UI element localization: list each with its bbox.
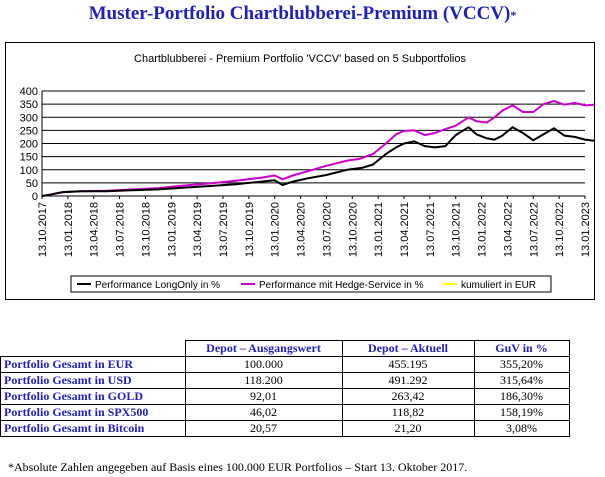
series-line-1 [41, 100, 594, 197]
x-tick-label: 13.04.2019 [192, 202, 204, 257]
page-title-footnote-mark: * [510, 8, 517, 22]
x-tick-label: 13.10.2018 [140, 202, 152, 257]
table-row: Portfolio Gesamt in EUR 100.000 455.195 … [0, 356, 570, 373]
table-row: Portfolio Gesamt in GOLD 92,01 263,42 18… [0, 388, 570, 405]
x-tick-label: 13.10.2021 [451, 202, 463, 257]
cell-guv: 3,08% [473, 420, 570, 437]
y-tick-label: 300 [20, 112, 38, 124]
y-tick-label: 50 [26, 178, 38, 190]
series-line-0 [41, 126, 594, 197]
x-tick-label: 13.07.2022 [528, 202, 540, 257]
col-header-start: Depot – Ausgangswert [184, 340, 343, 357]
legend-entry: Performance mit Hedge-Service in % [259, 280, 424, 291]
x-tick-label: 13.04.2018 [89, 202, 101, 257]
table-header-empty [0, 340, 186, 357]
cell-guv: 315,64% [473, 372, 570, 389]
table-row: Portfolio Gesamt in USD 118.200 491.292 … [0, 372, 570, 389]
row-label: Portfolio Gesamt in SPX500 [0, 404, 186, 421]
chart-title: Chartblubberei - Premium Portfolio 'VCCV… [134, 53, 466, 65]
x-tick-label: 13.01.2020 [270, 202, 282, 257]
x-tick-label: 13.10.2019 [244, 202, 256, 257]
footnote: *Absolute Zahlen angegeben auf Basis ein… [8, 460, 468, 474]
x-tick-label: 13.01.2019 [166, 202, 178, 257]
y-tick-label: 150 [20, 152, 38, 164]
cell-guv: 158,19% [473, 404, 570, 421]
x-tick-label: 13.04.2020 [296, 202, 308, 257]
y-tick-label: 100 [20, 165, 38, 177]
cell-start: 46,02 [184, 404, 343, 421]
legend-entry: kumuliert in EUR [461, 280, 536, 291]
row-label: Portfolio Gesamt in USD [0, 372, 186, 389]
cell-guv: 186,30% [473, 388, 570, 405]
x-tick-label: 13.10.2020 [347, 202, 359, 257]
col-header-guv: GuV in % [473, 340, 570, 357]
x-tick-label: 13.07.2019 [218, 202, 230, 257]
row-label: Portfolio Gesamt in Bitcoin [0, 420, 186, 437]
x-tick-label: 13.01.2023 [580, 202, 592, 257]
cell-current: 491.292 [341, 372, 475, 389]
cell-current: 21,20 [341, 420, 475, 437]
performance-chart: Chartblubberei - Premium Portfolio 'VCCV… [5, 42, 595, 300]
x-tick-label: 13.10.2017 [37, 202, 49, 257]
col-header-current: Depot – Aktuell [341, 340, 475, 357]
page-title: Muster-Portfolio Chartblubberei-Premium … [0, 3, 605, 25]
cell-start: 100.000 [184, 356, 343, 373]
legend-box [70, 275, 552, 293]
cell-start: 92,01 [184, 388, 343, 405]
x-tick-label: 13.01.2022 [477, 202, 489, 257]
cell-current: 118,82 [341, 404, 475, 421]
table-header-row: Depot – Ausgangswert Depot – Aktuell GuV… [0, 340, 570, 357]
table-row: Portfolio Gesamt in Bitcoin 20,57 21,20 … [0, 420, 570, 437]
cell-start: 20,57 [184, 420, 343, 437]
cell-current: 263,42 [341, 388, 475, 405]
row-label: Portfolio Gesamt in GOLD [0, 388, 186, 405]
chart-svg: Chartblubberei - Premium Portfolio 'VCCV… [20, 53, 594, 293]
row-label: Portfolio Gesamt in EUR [0, 356, 186, 373]
page-title-text: Muster-Portfolio Chartblubberei-Premium … [88, 3, 511, 24]
legend-entry: Performance LongOnly in % [95, 280, 220, 291]
x-tick-label: 13.07.2020 [321, 202, 333, 257]
x-tick-label: 13.04.2021 [399, 202, 411, 257]
portfolio-table: Depot – Ausgangswert Depot – Aktuell GuV… [0, 340, 570, 437]
x-tick-label: 13.01.2021 [373, 202, 385, 257]
x-tick-label: 13.04.2022 [502, 202, 514, 257]
x-tick-label: 13.07.2018 [115, 202, 127, 257]
x-tick-label: 13.01.2018 [63, 202, 75, 257]
x-tick-label: 13.10.2022 [554, 202, 566, 257]
y-tick-label: 250 [20, 125, 38, 137]
table-row: Portfolio Gesamt in SPX500 46,02 118,82 … [0, 404, 570, 421]
y-tick-label: 350 [20, 99, 38, 111]
y-tick-label: 0 [32, 191, 38, 203]
cell-current: 455.195 [341, 356, 475, 373]
cell-start: 118.200 [184, 372, 343, 389]
cell-guv: 355,20% [473, 356, 570, 373]
y-tick-label: 200 [20, 139, 38, 151]
x-tick-label: 13.07.2021 [425, 202, 437, 257]
y-tick-label: 400 [20, 86, 38, 98]
